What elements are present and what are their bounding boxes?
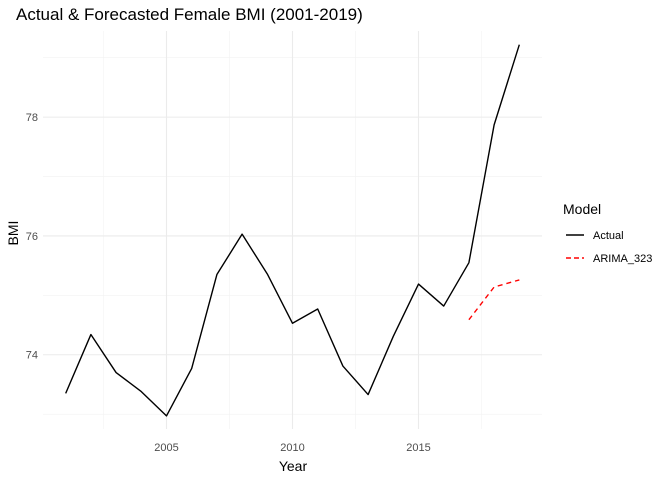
x-tick-label: 2010 <box>280 442 304 454</box>
legend-title: Model <box>563 201 601 217</box>
series-line-actual <box>65 44 520 417</box>
legend: Model Actual ARIMA_323 <box>563 201 652 265</box>
y-tick-label: 76 <box>26 231 38 243</box>
y-axis-ticks: 74 76 78 <box>26 112 38 362</box>
y-tick-label: 74 <box>26 350 38 362</box>
legend-label: Actual <box>593 230 624 242</box>
series-lines <box>65 44 520 417</box>
x-tick-label: 2005 <box>154 442 178 454</box>
series-line-arima-323 <box>468 279 520 321</box>
legend-label: ARIMA_323 <box>593 253 652 265</box>
legend-items: Actual ARIMA_323 <box>566 230 652 265</box>
y-tick-label: 78 <box>26 112 38 124</box>
chart-title: Actual & Forecasted Female BMI (2001-201… <box>16 5 363 24</box>
x-tick-label: 2015 <box>406 442 430 454</box>
x-axis-ticks: 2005 2010 2015 <box>154 442 431 454</box>
plot-panel <box>43 31 542 429</box>
y-axis-title: BMI <box>5 221 21 246</box>
major-gridlines <box>43 31 542 429</box>
x-axis-title: Year <box>279 458 308 474</box>
